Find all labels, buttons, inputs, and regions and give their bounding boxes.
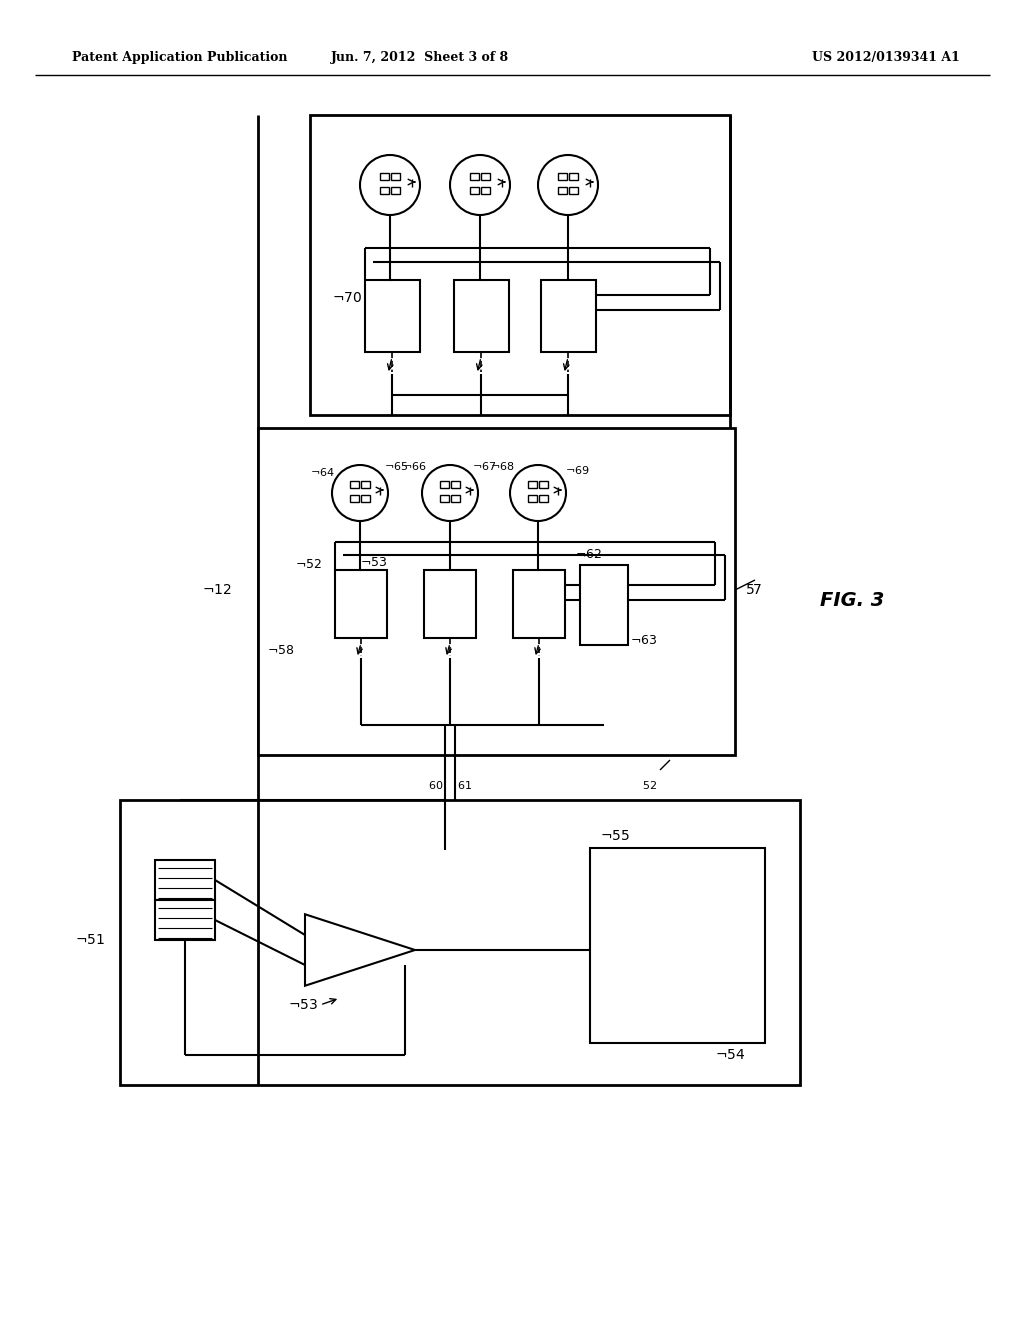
Circle shape xyxy=(510,465,566,521)
Text: $\neg 63$: $\neg 63$ xyxy=(630,634,657,647)
Text: US 2012/0139341 A1: US 2012/0139341 A1 xyxy=(812,50,961,63)
Bar xyxy=(470,187,479,194)
Text: $\neg 52$: $\neg 52$ xyxy=(295,558,322,572)
Bar xyxy=(558,187,567,194)
Bar xyxy=(155,900,215,940)
Bar xyxy=(481,187,490,194)
Bar xyxy=(361,495,370,502)
Text: $\neg 54$: $\neg 54$ xyxy=(715,1048,745,1063)
Bar xyxy=(569,173,578,180)
Bar xyxy=(513,570,565,638)
Bar xyxy=(451,480,460,488)
Bar xyxy=(539,480,548,488)
Bar xyxy=(155,861,215,900)
Text: $\neg 69$: $\neg 69$ xyxy=(565,465,590,477)
Circle shape xyxy=(422,465,478,521)
Bar xyxy=(528,480,537,488)
Text: $\neg 68$: $\neg 68$ xyxy=(490,459,515,473)
Bar xyxy=(558,173,567,180)
Text: $\neg 64$: $\neg 64$ xyxy=(310,466,335,478)
Text: $\neg 65$: $\neg 65$ xyxy=(384,459,409,473)
Bar xyxy=(350,480,359,488)
Bar xyxy=(380,187,389,194)
Text: $61$: $61$ xyxy=(457,779,472,791)
Bar xyxy=(470,173,479,180)
Bar xyxy=(580,565,628,645)
Text: $\neg 66$: $\neg 66$ xyxy=(402,459,427,473)
Text: $\neg 12$: $\neg 12$ xyxy=(202,583,232,597)
Bar xyxy=(451,495,460,502)
Text: $52$: $52$ xyxy=(642,779,657,791)
Circle shape xyxy=(450,154,510,215)
Bar xyxy=(350,495,359,502)
Bar xyxy=(541,280,596,352)
Text: Patent Application Publication: Patent Application Publication xyxy=(72,50,288,63)
Bar xyxy=(310,115,730,414)
Bar xyxy=(391,187,400,194)
Bar xyxy=(440,480,449,488)
Bar xyxy=(120,800,800,1085)
Text: $\neg 67$: $\neg 67$ xyxy=(472,459,497,473)
Text: $\neg 55$: $\neg 55$ xyxy=(600,829,630,843)
Text: $57$: $57$ xyxy=(745,583,763,597)
Bar xyxy=(481,173,490,180)
Text: $\neg 53$: $\neg 53$ xyxy=(288,998,318,1012)
Text: $\neg 53$: $\neg 53$ xyxy=(360,557,387,569)
Text: $\neg 62$: $\neg 62$ xyxy=(575,549,602,561)
Bar xyxy=(539,495,548,502)
Bar xyxy=(380,173,389,180)
Bar xyxy=(454,280,509,352)
Bar xyxy=(590,847,765,1043)
Bar xyxy=(440,495,449,502)
Text: $\neg 51$: $\neg 51$ xyxy=(75,933,105,946)
Bar xyxy=(424,570,476,638)
Bar xyxy=(335,570,387,638)
Bar xyxy=(365,280,420,352)
Bar xyxy=(528,495,537,502)
Circle shape xyxy=(332,465,388,521)
Text: FIG. 3: FIG. 3 xyxy=(820,590,885,610)
Bar xyxy=(361,480,370,488)
Text: $60$: $60$ xyxy=(428,779,443,791)
Text: $\neg 70$: $\neg 70$ xyxy=(332,290,362,305)
Bar xyxy=(569,187,578,194)
Text: Jun. 7, 2012  Sheet 3 of 8: Jun. 7, 2012 Sheet 3 of 8 xyxy=(331,50,509,63)
Bar xyxy=(391,173,400,180)
Circle shape xyxy=(538,154,598,215)
Text: $\neg 58$: $\neg 58$ xyxy=(267,644,295,656)
Bar xyxy=(258,428,735,755)
Circle shape xyxy=(360,154,420,215)
